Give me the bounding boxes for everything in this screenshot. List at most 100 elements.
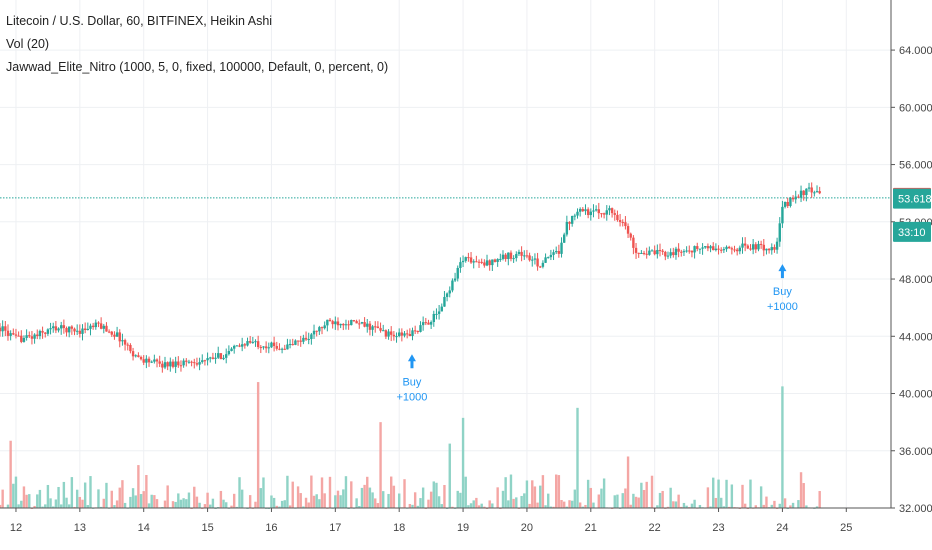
volume-bar [683, 503, 685, 508]
candle-body [393, 335, 395, 337]
candle-body [616, 215, 618, 220]
candle-body [685, 251, 687, 252]
candle-body [198, 362, 200, 365]
candle-body [71, 327, 73, 329]
candle-body [347, 324, 349, 325]
candle-body [701, 247, 703, 248]
volume-bar [185, 499, 187, 508]
volume-bar [84, 483, 86, 508]
volume-bar [488, 500, 490, 508]
candle-body [108, 332, 110, 333]
candle-body [310, 334, 312, 339]
strategy-legend[interactable]: Jawwad_Elite_Nitro (1000, 5, 0, fixed, 1… [6, 60, 388, 74]
volume-bar [270, 495, 272, 508]
volume-bar [600, 489, 602, 508]
buy-arrow-icon [778, 264, 786, 278]
volume-bar [79, 497, 81, 508]
volume-bar [337, 491, 339, 508]
volume-bar [717, 480, 719, 508]
volume-bar [374, 498, 376, 508]
trade-signals: Buy+1000Buy+1000 [397, 264, 798, 403]
volume-bar [225, 502, 227, 508]
volume-bar [414, 492, 416, 508]
candle-body [810, 187, 812, 192]
candle-body [704, 246, 706, 247]
chart-grid [0, 0, 891, 508]
candle-body [475, 261, 477, 262]
symbol-legend[interactable]: Litecoin / U.S. Dollar, 60, BITFINEX, He… [6, 14, 272, 28]
candle-body [73, 329, 75, 332]
volume-bar [212, 499, 214, 508]
candle-body [201, 360, 203, 362]
volume-bar [193, 487, 195, 508]
y-tick-label: 60.000 [899, 102, 932, 114]
candle-body [113, 335, 115, 337]
volume-bar [627, 456, 629, 508]
candle-body [342, 324, 344, 325]
candle-body [496, 259, 498, 262]
candle-body [480, 262, 482, 263]
volume-legend[interactable]: Vol (20) [6, 37, 49, 51]
candle-body [84, 329, 86, 330]
candle-body [808, 187, 810, 188]
volume-bar [387, 494, 389, 508]
volume-bar [164, 501, 166, 508]
volume-bar [465, 477, 467, 508]
volume-bar [558, 475, 560, 508]
candle-body [483, 262, 485, 265]
candle-body [494, 259, 496, 261]
candle-body [499, 259, 501, 260]
candle-body [1, 326, 3, 331]
volume-bar [473, 500, 475, 508]
candle-body [638, 253, 640, 254]
candle-body [244, 344, 246, 345]
candle-body [510, 253, 512, 259]
candle-body [361, 322, 363, 323]
volume-bar [68, 504, 70, 508]
candle-body [193, 362, 195, 363]
candle-body [449, 290, 451, 293]
candle-body [563, 235, 565, 243]
volume-bar [323, 493, 325, 508]
price-badges: 53.67553.61833:10 [893, 188, 932, 242]
candle-body [44, 333, 46, 334]
candle-body [41, 331, 43, 333]
candle-body [315, 331, 317, 332]
volume-bar [536, 503, 538, 508]
volume-bar [17, 504, 19, 508]
x-tick-label: 22 [649, 522, 661, 534]
candle-body [81, 329, 83, 334]
volume-bar [220, 491, 222, 508]
candle-body [228, 351, 230, 354]
candle-body [720, 250, 722, 251]
volume-bar [9, 441, 11, 508]
volume-bar [49, 498, 51, 508]
candle-body [17, 336, 19, 337]
candle-body [699, 249, 701, 250]
candle-body [214, 358, 216, 359]
candle-body [733, 249, 735, 250]
candle-body [512, 258, 514, 259]
volume-bar [286, 476, 288, 508]
candle-body [816, 191, 818, 192]
candle-body [680, 252, 682, 253]
volume-bar [345, 476, 347, 508]
candle-body [339, 324, 341, 325]
volume-bar [643, 490, 645, 508]
candle-body [166, 362, 168, 366]
candle-body [308, 339, 310, 340]
candle-body [587, 209, 589, 215]
volume-bar [542, 475, 544, 508]
x-tick-label: 21 [585, 522, 597, 534]
volume-bar [510, 475, 512, 508]
candle-body [595, 209, 597, 210]
volume-bar [677, 495, 679, 508]
volume-bar [693, 500, 695, 508]
volume-bar [97, 489, 99, 508]
volume-bar [350, 481, 352, 508]
candle-body [289, 344, 291, 345]
candle-body [95, 323, 97, 327]
candle-body [630, 234, 632, 238]
volume-bar [475, 498, 477, 508]
